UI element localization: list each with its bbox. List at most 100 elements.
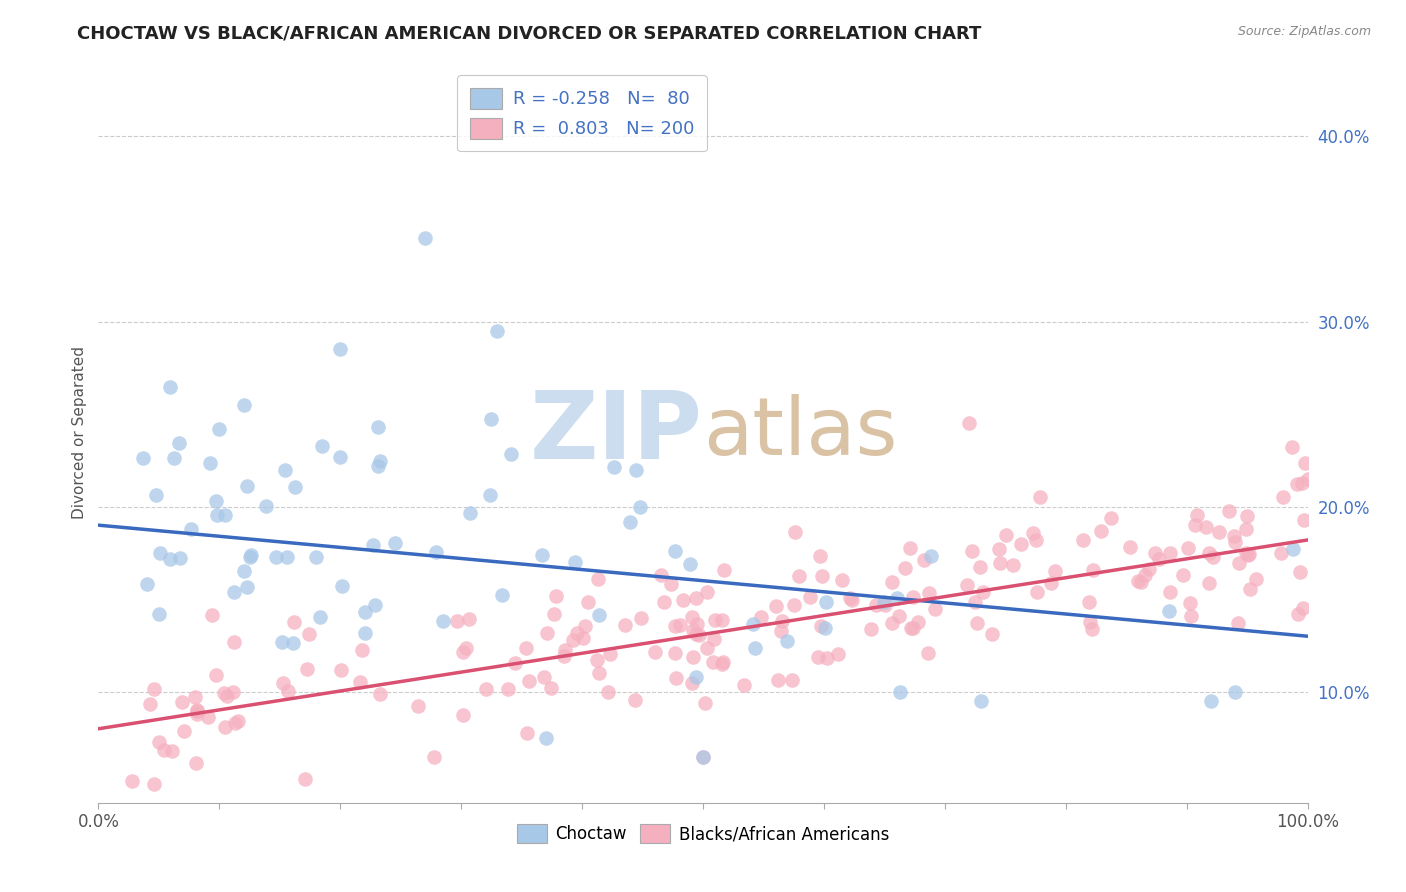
- Point: [148, 607, 170, 621]
- Point: [160, 744, 183, 758]
- Point: [1295, 456, 1317, 470]
- Point: [184, 690, 207, 704]
- Point: [534, 731, 557, 745]
- Point: [1026, 585, 1049, 599]
- Point: [783, 598, 806, 612]
- Point: [517, 674, 540, 689]
- Point: [920, 549, 942, 564]
- Point: [149, 546, 172, 560]
- Point: [685, 670, 707, 684]
- Point: [236, 479, 259, 493]
- Point: [163, 450, 186, 465]
- Point: [1236, 508, 1258, 523]
- Point: [572, 631, 595, 645]
- Point: [226, 714, 249, 729]
- Point: [294, 772, 316, 786]
- Point: [516, 726, 538, 740]
- Point: [686, 617, 709, 632]
- Point: [330, 579, 353, 593]
- Point: [1071, 533, 1094, 547]
- Point: [900, 621, 922, 635]
- Point: [957, 417, 980, 431]
- Point: [1143, 546, 1166, 560]
- Point: [711, 655, 734, 669]
- Point: [503, 657, 526, 671]
- Point: [588, 607, 610, 622]
- Point: [173, 723, 195, 738]
- Point: [887, 608, 910, 623]
- Point: [1195, 519, 1218, 533]
- Point: [496, 682, 519, 697]
- Point: [364, 599, 387, 613]
- Point: [619, 515, 641, 529]
- Point: [969, 559, 991, 574]
- Point: [536, 625, 558, 640]
- Point: [208, 422, 231, 436]
- Point: [475, 682, 498, 697]
- Point: [167, 436, 190, 450]
- Point: [586, 653, 609, 667]
- Point: [215, 689, 238, 703]
- Point: [298, 627, 321, 641]
- Point: [1147, 552, 1170, 566]
- Point: [681, 610, 703, 624]
- Point: [169, 551, 191, 566]
- Text: CHOCTAW VS BLACK/AFRICAN AMERICAN DIVORCED OR SEPARATED CORRELATION CHART: CHOCTAW VS BLACK/AFRICAN AMERICAN DIVORC…: [77, 25, 981, 43]
- Point: [311, 438, 333, 452]
- Point: [749, 610, 772, 624]
- Point: [865, 599, 887, 613]
- Point: [354, 606, 377, 620]
- Point: [271, 676, 294, 690]
- Point: [681, 675, 703, 690]
- Point: [1296, 472, 1319, 486]
- Point: [924, 602, 946, 616]
- Point: [205, 508, 228, 522]
- Point: [153, 743, 176, 757]
- Point: [148, 735, 170, 749]
- Point: [827, 647, 849, 661]
- Point: [873, 598, 896, 612]
- Point: [988, 556, 1011, 570]
- Point: [586, 572, 609, 586]
- Point: [766, 673, 789, 687]
- Point: [1077, 595, 1099, 609]
- Point: [454, 641, 477, 656]
- Y-axis label: Divorced or Separated: Divorced or Separated: [72, 346, 87, 519]
- Point: [970, 694, 993, 708]
- Point: [349, 675, 371, 690]
- Point: [1137, 562, 1160, 576]
- Point: [1246, 572, 1268, 586]
- Point: [1227, 616, 1250, 631]
- Point: [201, 607, 224, 622]
- Point: [1234, 546, 1257, 560]
- Point: [1272, 491, 1295, 505]
- Point: [159, 380, 181, 394]
- Point: [145, 488, 167, 502]
- Point: [533, 670, 555, 684]
- Point: [132, 450, 155, 465]
- Point: [451, 708, 474, 723]
- Point: [664, 647, 686, 661]
- Point: [370, 687, 392, 701]
- Point: [451, 645, 474, 659]
- Text: ZIP: ZIP: [530, 386, 703, 479]
- Text: Source: ZipAtlas.com: Source: ZipAtlas.com: [1237, 25, 1371, 38]
- Point: [912, 552, 935, 566]
- Point: [180, 522, 202, 536]
- Point: [815, 651, 838, 665]
- Point: [831, 573, 853, 587]
- Point: [889, 685, 911, 699]
- Point: [664, 619, 686, 633]
- Point: [665, 671, 688, 685]
- Point: [814, 621, 837, 635]
- Point: [413, 231, 436, 245]
- Point: [1039, 575, 1062, 590]
- Point: [295, 662, 318, 676]
- Point: [143, 682, 166, 697]
- Point: [1198, 546, 1220, 560]
- Point: [880, 575, 903, 590]
- Point: [901, 590, 924, 604]
- Point: [224, 584, 246, 599]
- Point: [630, 611, 652, 625]
- Point: [1159, 584, 1181, 599]
